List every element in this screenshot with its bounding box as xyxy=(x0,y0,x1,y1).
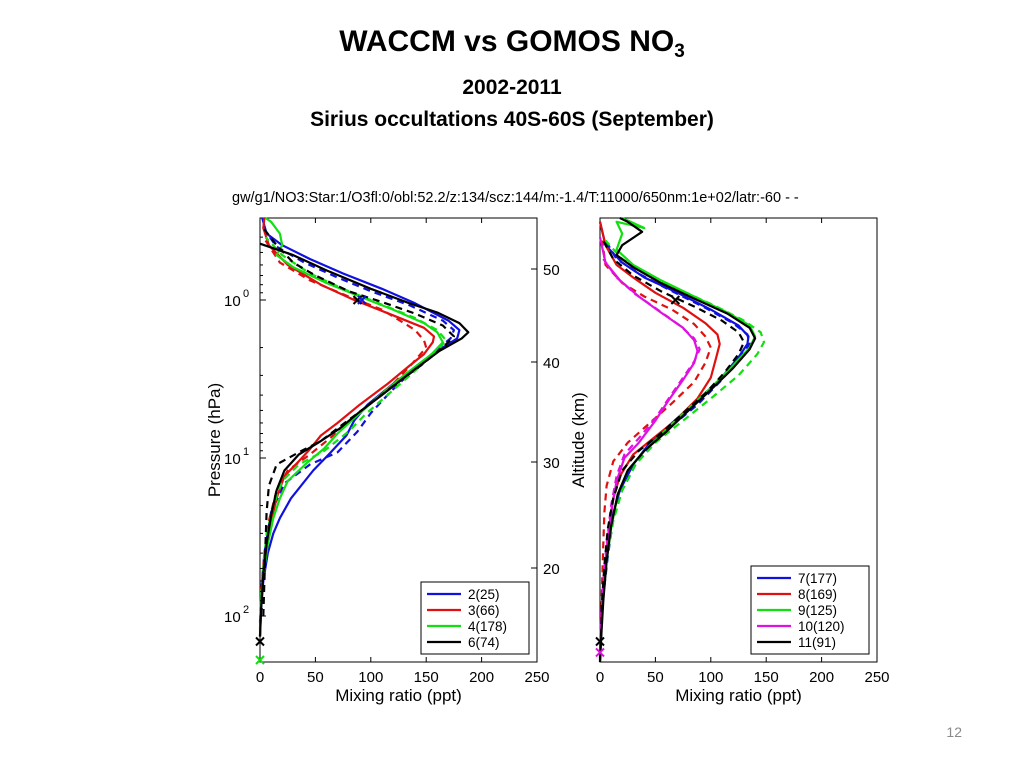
chart1-xlabel: Mixing ratio (ppt) xyxy=(335,686,462,705)
chart1-legend-label-3: 4(178) xyxy=(468,619,507,634)
chart2-legend-label-4: 10(120) xyxy=(798,619,845,634)
chart1-xtick-label: 100 xyxy=(358,669,383,686)
chart2-xtick-label: 250 xyxy=(864,669,889,686)
chart1-marker-2 xyxy=(357,295,367,305)
chart1-xtick-label: 0 xyxy=(256,669,264,686)
chart1-plot-frame xyxy=(259,217,538,663)
chart1-marker-3 xyxy=(255,636,265,647)
chart1-marker-4 xyxy=(255,655,265,665)
chart1-ytick-exponent: 2 xyxy=(243,604,249,616)
chart1-ytick-exponent: 1 xyxy=(243,446,249,458)
chart1-y2tick-label: 40 xyxy=(543,355,560,372)
chart2-series-3-dashed-line xyxy=(598,239,766,659)
chart2-marker-3 xyxy=(595,647,605,658)
chart1-xtick-label: 250 xyxy=(524,669,549,686)
chart2-xtick-label: 200 xyxy=(809,669,834,686)
slide-title-block: WACCM vs GOMOS NO3 2002-2011 Sirius occu… xyxy=(0,22,1024,136)
slide-subtitle: Sirius occultations 40S-60S (September) xyxy=(310,108,714,131)
chart2-legend-label-5: 11(91) xyxy=(798,635,836,650)
chart1-series-1-solid-line xyxy=(258,217,461,637)
chart2-series-4-dashed-line xyxy=(598,258,701,651)
chart1-ytick-label: 10 xyxy=(224,609,241,626)
chart1-xtick-label: 50 xyxy=(307,669,324,686)
chart2-plot-frame xyxy=(599,217,878,663)
slide-title: WACCM vs GOMOS NO3 xyxy=(0,22,1024,72)
chart1-legend-label-4: 6(74) xyxy=(468,635,500,650)
chart2-marker-2 xyxy=(595,636,605,647)
chart2-xtick-label: 0 xyxy=(596,669,604,686)
slide-years: 2002-2011 xyxy=(462,76,562,99)
chart1-ytick-label: 10 xyxy=(224,451,241,468)
chart1-series-3-solid-line xyxy=(258,217,444,637)
chart2-xtick-label: 150 xyxy=(754,669,779,686)
chart1-xtick-label: 150 xyxy=(414,669,439,686)
slide-title-text: WACCM vs GOMOS NO xyxy=(339,25,675,58)
chart1-ytick-label: 10 xyxy=(224,293,241,310)
chart1-legend-label-2: 3(66) xyxy=(468,603,500,618)
chart-header: gw/g1/NO3:Star:1/O3fl:0/obl:52.2/z:134/s… xyxy=(232,190,799,206)
chart1-series-1-dashed-line xyxy=(258,227,455,623)
chart1-series-4-dashed-line xyxy=(262,227,455,617)
chart1-ytick-exponent: 0 xyxy=(243,288,249,300)
chart2-xlabel: Mixing ratio (ppt) xyxy=(675,686,802,705)
chart1-legend-label-1: 2(25) xyxy=(468,587,500,602)
chart2-xtick-label: 50 xyxy=(647,669,664,686)
chart2-series-5-solid-line xyxy=(598,217,757,663)
chart1-y2tick-label: 20 xyxy=(543,561,560,578)
chart2-xtick-label: 100 xyxy=(698,669,723,686)
chart1-series-3-dashed-line xyxy=(258,236,448,632)
chart1-xtick-label: 200 xyxy=(469,669,494,686)
chart1-y2tick-label: 50 xyxy=(543,262,560,279)
page-number: 12 xyxy=(946,724,962,740)
chart2-legend-label-2: 8(169) xyxy=(798,587,837,602)
chart2-legend-label-1: 7(177) xyxy=(798,571,837,586)
chart1-ylabel: Pressure (hPa) xyxy=(205,383,224,497)
chart2-legend-label-3: 9(125) xyxy=(798,603,837,618)
chart2-ylabel: Altitude (km) xyxy=(569,392,588,487)
chart2-marker-1 xyxy=(670,295,681,305)
slide-title-subscript: 3 xyxy=(674,41,685,62)
chart2-series-2-dashed-line xyxy=(598,240,712,657)
chart1-y2tick-label: 30 xyxy=(543,455,560,472)
